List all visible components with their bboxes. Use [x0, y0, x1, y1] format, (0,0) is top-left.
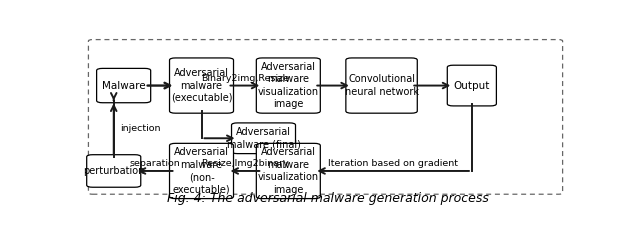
Text: Adversarial
malware
visualization
image: Adversarial malware visualization image [258, 62, 319, 109]
FancyBboxPatch shape [346, 58, 417, 113]
Text: Fig. 4: The adversarial malware generation process: Fig. 4: The adversarial malware generati… [167, 192, 489, 205]
Text: Iteration based on gradient: Iteration based on gradient [328, 159, 458, 168]
FancyBboxPatch shape [257, 143, 320, 198]
Text: Output: Output [454, 80, 490, 91]
FancyBboxPatch shape [170, 58, 234, 113]
FancyBboxPatch shape [170, 143, 234, 198]
Text: Adversarial
malware
visualization
image: Adversarial malware visualization image [258, 147, 319, 194]
FancyBboxPatch shape [257, 58, 320, 113]
Text: Adversarial
malware
(executable): Adversarial malware (executable) [171, 68, 232, 103]
Text: Malware: Malware [102, 80, 145, 91]
Text: Binary2img,Resize: Binary2img,Resize [201, 74, 289, 83]
Text: Convolutional
neural network: Convolutional neural network [344, 74, 419, 97]
Text: injection: injection [120, 124, 160, 133]
FancyBboxPatch shape [97, 68, 150, 103]
FancyBboxPatch shape [232, 123, 296, 154]
FancyBboxPatch shape [86, 155, 141, 187]
Text: Resize,Img2binary: Resize,Img2binary [201, 159, 289, 168]
Text: separation: separation [130, 159, 180, 168]
Text: Adversarial
malware (final): Adversarial malware (final) [227, 127, 300, 149]
Text: perturbation: perturbation [83, 166, 145, 176]
FancyBboxPatch shape [447, 65, 497, 106]
Text: Adversarial
malware
(non-
executable): Adversarial malware (non- executable) [173, 147, 230, 194]
